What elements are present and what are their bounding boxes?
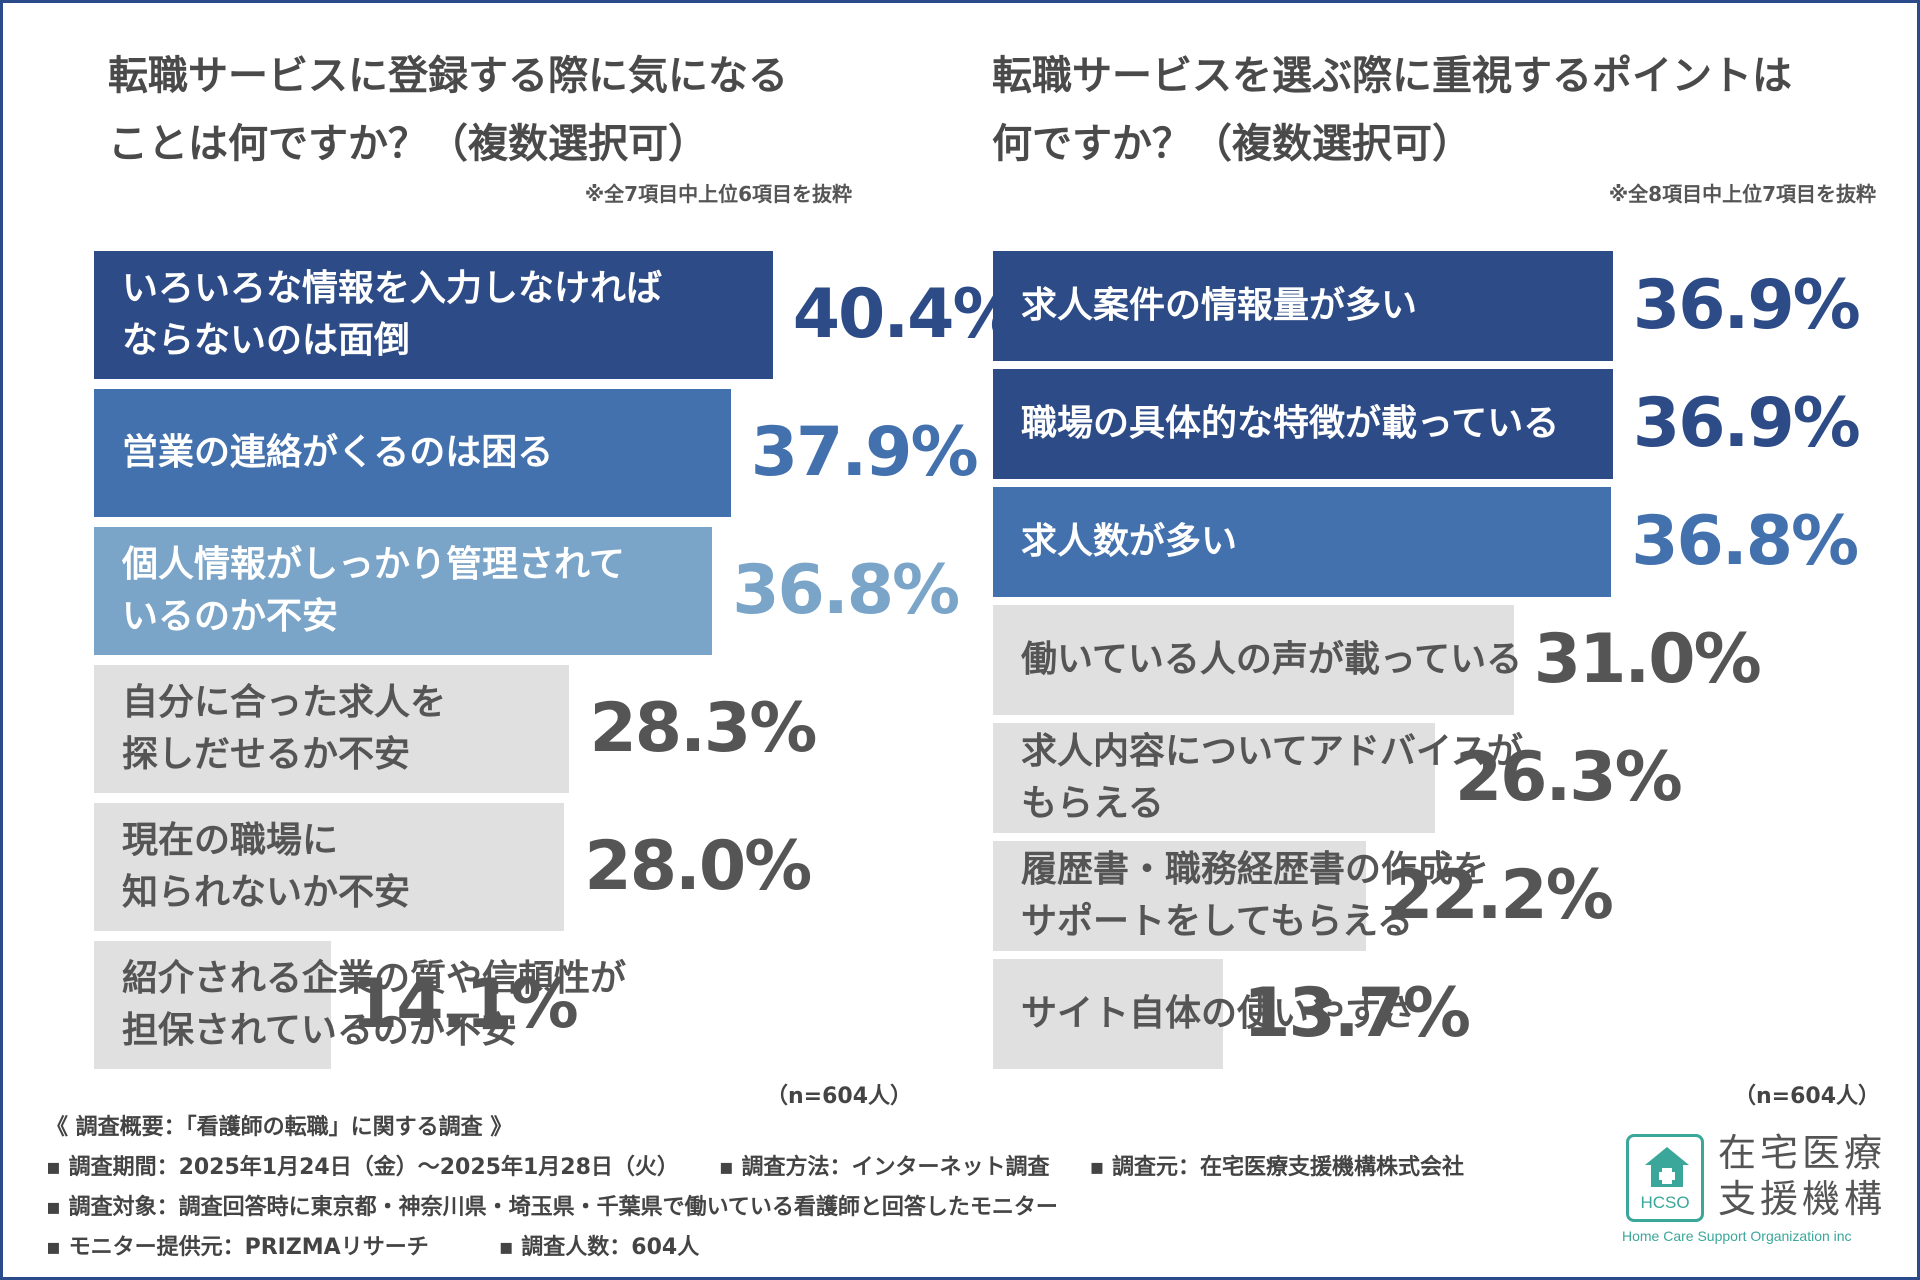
bar-4 [94, 665, 570, 793]
bar-6 [993, 841, 1366, 951]
bar-value-1: 36.9% [1632, 266, 1861, 345]
bar-label-3: 個人情報がしっかり管理されて いるのか不安 [122, 544, 625, 637]
bar-value-4: 28.3% [589, 689, 817, 768]
bar-5 [94, 803, 565, 931]
bar-value-2: 36.9% [1632, 384, 1861, 463]
survey-count: ▪ 調査人数：604人 [498, 1235, 700, 1260]
bar-label-2: 営業の連絡がくるのは困る [122, 432, 554, 473]
bar-label-4: 働いている人の声が載っている [1021, 639, 1523, 680]
survey-provider: ▪ モニター提供元：PRIZMAリサーチ [46, 1235, 429, 1260]
bar-2 [94, 389, 731, 517]
bar-value-5: 28.0% [584, 827, 812, 906]
bar-value-6: 14.1% [350, 965, 579, 1044]
survey-summary: 《 調査概要：「看護師の転職」に関する調査 》 ▪ 調査期間：2025年1月24… [46, 1108, 1504, 1268]
bar-label-2: 職場の具体的な特徴が載っている [1021, 403, 1560, 444]
medical-cross-bar [1659, 1172, 1675, 1180]
bar-value-7: 13.7% [1243, 974, 1471, 1053]
logo-name: 在宅医療 支援機構 [1718, 1131, 1887, 1221]
bar-label-6: 紹介される企業の質や信頼性が 担保されているのか不安 [122, 958, 627, 1051]
company-logo: HCSO 在宅医療 支援機構 Home Care Support Organiz… [1622, 1130, 1902, 1250]
bar-value-1: 40.4% [792, 275, 1021, 354]
left-chart-note: ※全7項目中上位6項目を抜粋 [584, 182, 852, 206]
house-icon [1645, 1147, 1689, 1165]
bar-2 [993, 369, 1613, 479]
left-sample-size: （n=604人） [766, 1084, 913, 1109]
left-bar-chart: いろいろな情報を入力しなければ ならないのは面倒 40.4% 営業の連絡がくるのは困… [94, 251, 1021, 1075]
bar-value-2: 37.9% [750, 413, 979, 492]
right-chart-title: 転職サービスを選ぶ際に重視するポイントは 何ですか？（複数選択可） [992, 53, 1792, 167]
bar-value-6: 22.2% [1385, 856, 1614, 935]
bar-label-6: 履歴書・職務経歴書の作成を サポートをしてもらえる [1021, 849, 1490, 942]
survey-source: ▪ 調査元：在宅医療支援機構株式会社 [1089, 1155, 1465, 1180]
bar-value-5: 26.3% [1454, 738, 1683, 817]
bar-label-7: サイト自体の使いやすさ [1021, 993, 1418, 1034]
survey-target: ▪ 調査対象：調査回答時に東京都・神奈川県・埼玉県・千葉県で働いている看護師と回… [46, 1195, 1058, 1220]
bar-value-3: 36.8% [1631, 502, 1859, 581]
bar-label-5: 現在の職場に 知られないか不安 [122, 820, 411, 913]
bar-7 [993, 959, 1224, 1069]
logo-english: Home Care Support Organization inc [1622, 1228, 1852, 1244]
bar-label-3: 求人数が多い [1021, 521, 1238, 562]
bar-4 [993, 605, 1514, 715]
bar-3 [993, 487, 1612, 597]
bar-6 [94, 941, 331, 1069]
left-chart-title: 転職サービスに登録する際に気になる ことは何ですか？（複数選択可） [108, 53, 788, 167]
bar-1 [94, 251, 773, 379]
bar-5 [993, 723, 1435, 833]
right-sample-size: （n=604人） [1734, 1084, 1881, 1109]
survey-period: ▪ 調査期間：2025年1月24日（金）〜2025年1月28日（火） [46, 1155, 679, 1180]
bar-value-3: 36.8% [732, 551, 960, 630]
survey-heading: 《 調査概要：「看護師の転職」に関する調査 》 [46, 1115, 513, 1140]
bar-label-5: 求人内容についてアドバイスが もらえる [1021, 731, 1523, 824]
bar-label-1: いろいろな情報を入力しなければ ならないのは面倒 [122, 268, 663, 361]
logo-mark-text: HCSO [1640, 1193, 1690, 1212]
right-chart-note: ※全8項目中上位7項目を抜粋 [1608, 182, 1876, 206]
bar-label-1: 求人案件の情報量が多い [1021, 285, 1418, 326]
bar-1 [993, 251, 1613, 361]
hcso-logo-mark: HCSO [1626, 1134, 1704, 1222]
right-bar-chart: 求人案件の情報量が多い 36.9% 職場の具体的な特徴が載っている 36.9% 求人数が… [993, 251, 1873, 1075]
bar-3 [94, 527, 713, 655]
survey-line-1: ▪ 調査期間：2025年1月24日（金）〜2025年1月28日（火） ▪ 調査方法… [46, 1148, 1504, 1188]
bar-label-4: 自分に合った求人を 探しだせるか不安 [122, 682, 447, 775]
bar-value-4: 31.0% [1533, 620, 1762, 699]
survey-line-3: ▪ モニター提供元：PRIZMAリサーチ ▪ 調査人数：604人 [46, 1228, 1504, 1268]
survey-method: ▪ 調査方法：インターネット調査 [718, 1155, 1050, 1180]
